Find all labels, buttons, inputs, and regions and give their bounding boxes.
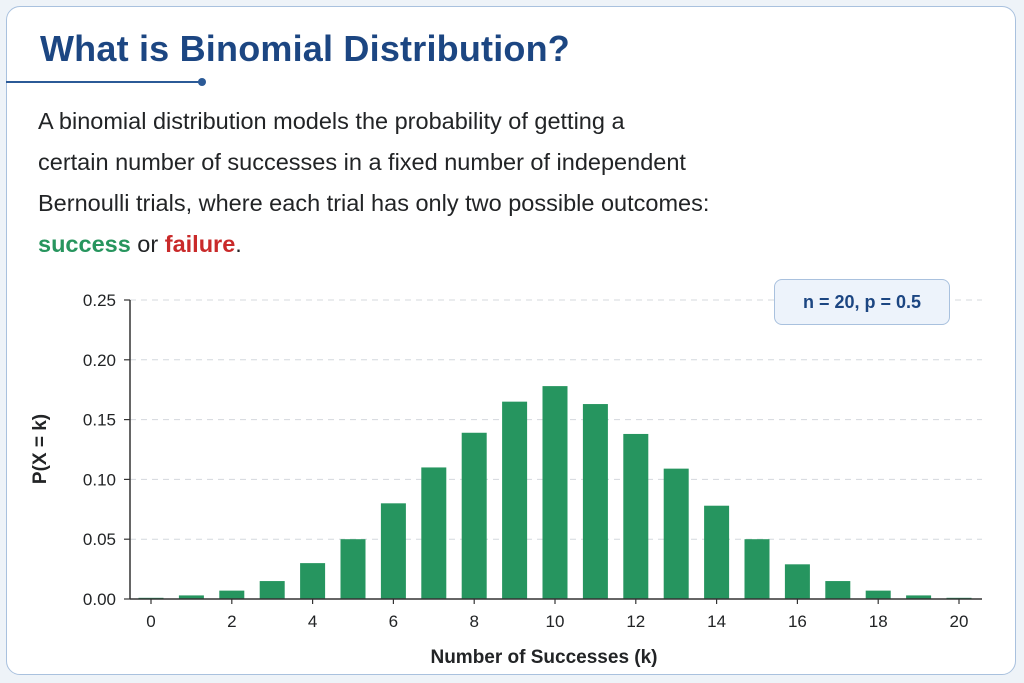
description: A binomial distribution models the proba…	[38, 101, 838, 265]
bar-k-1	[178, 595, 204, 599]
x-tick-label: 2	[227, 612, 236, 631]
chart-bars	[138, 386, 972, 599]
bar-k-5	[340, 539, 366, 599]
x-tick-label: 4	[308, 612, 317, 631]
x-tick-label: 0	[146, 612, 155, 631]
x-tick-label: 10	[546, 612, 565, 631]
x-tick-label: 6	[389, 612, 398, 631]
parameters-badge: n = 20, p = 0.5	[774, 279, 950, 325]
y-tick-labels: 0.00 0.05 0.10 0.15 0.20 0.25	[83, 291, 116, 609]
x-tick-label: 12	[626, 612, 645, 631]
y-axis-label: P(X = k)	[30, 414, 51, 484]
x-tick-label: 20	[950, 612, 969, 631]
title-underline	[6, 81, 204, 83]
connector-word: or	[130, 231, 165, 257]
description-line-2: certain number of successes in a fixed n…	[38, 149, 686, 175]
y-tick-label: 0.25	[83, 291, 116, 310]
x-tick-label: 16	[788, 612, 807, 631]
bar-k-15	[744, 539, 770, 599]
failure-word: failure	[164, 231, 236, 257]
success-word: success	[38, 231, 131, 257]
description-end: .	[235, 231, 242, 257]
x-tick-label: 8	[469, 612, 478, 631]
bar-k-7	[421, 467, 447, 599]
y-tick-label: 0.20	[83, 351, 116, 370]
bar-k-10	[542, 386, 568, 599]
page-title: What is Binomial Distribution?	[40, 28, 570, 69]
description-line-3: Bernoulli trials, where each trial has o…	[38, 190, 710, 216]
x-tick-label: 14	[707, 612, 726, 631]
y-tick-label: 0.05	[83, 530, 116, 549]
description-line-1: A binomial distribution models the proba…	[38, 108, 625, 134]
bar-k-14	[704, 505, 730, 599]
title-underline-dot	[198, 78, 206, 86]
bar-k-2	[219, 590, 245, 599]
bar-k-3	[259, 581, 285, 599]
x-axis-label: Number of Successes (k)	[430, 647, 657, 668]
bar-k-4	[300, 563, 326, 599]
bar-k-9	[502, 401, 528, 599]
bar-k-17	[825, 581, 851, 599]
y-tick-label: 0.10	[83, 470, 116, 489]
x-tick-label: 18	[869, 612, 888, 631]
bar-k-8	[461, 432, 487, 599]
bar-k-11	[582, 404, 608, 599]
bar-k-19	[906, 595, 932, 599]
y-tick-label: 0.15	[83, 411, 116, 430]
x-tick-labels: 0 2 4 6 8 10 12 14 16 18 20	[146, 612, 968, 631]
y-tick-label: 0.00	[83, 590, 116, 609]
bar-k-16	[784, 564, 810, 599]
chart-axes	[129, 300, 982, 604]
bar-k-18	[865, 590, 891, 599]
bar-k-6	[380, 503, 406, 599]
bar-k-12	[623, 433, 649, 599]
bar-k-13	[663, 468, 689, 599]
